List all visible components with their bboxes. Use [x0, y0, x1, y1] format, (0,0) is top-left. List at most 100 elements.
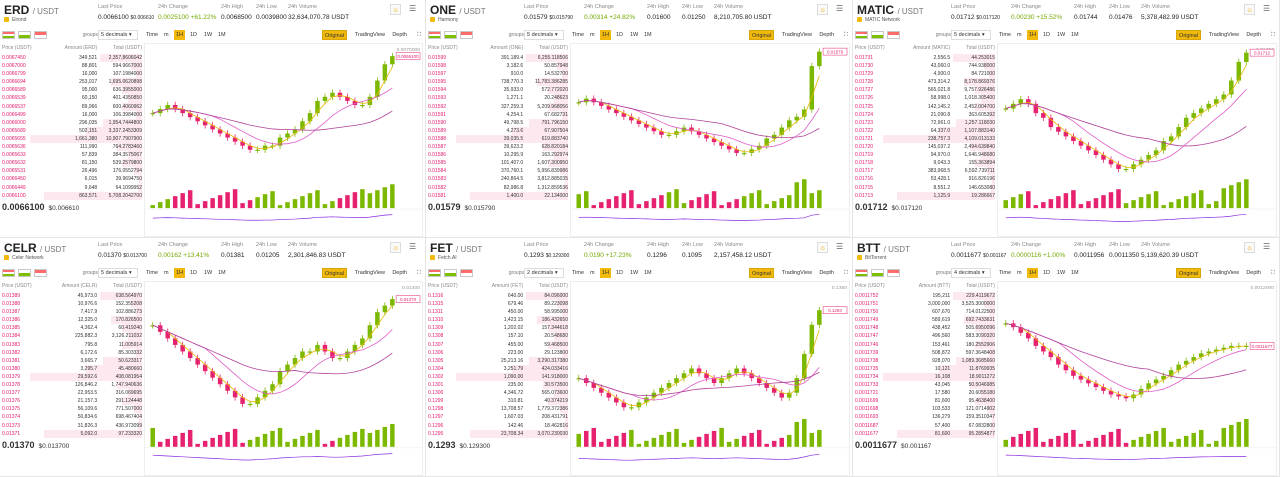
ask-row[interactable]: 0.0011748 438,452 505.6950096 [855, 324, 995, 333]
decimals-select[interactable]: 4 decimals ▾ [951, 268, 991, 278]
ask-row[interactable]: 0.01598 3,182.6 50.857948 [428, 62, 568, 71]
ask-row[interactable]: 0.01717 383,968.5 6,592.739711 [855, 167, 995, 176]
interval-1d-button[interactable]: 1D [616, 270, 624, 276]
candlestick-canvas[interactable]: 0.017500.01712 [997, 43, 1277, 237]
ask-row[interactable]: 0.01386 12,325.0 170.826500 [2, 316, 142, 325]
interval-1d-button[interactable]: 1D [1043, 32, 1051, 38]
sun-icon[interactable]: ☼ [1244, 242, 1255, 253]
fullscreen-icon[interactable]: ⛶ [417, 32, 421, 38]
depth-button[interactable]: Depth [392, 32, 407, 38]
ask-row[interactable]: 0.0066694 253,017 1,695.0620898 [2, 78, 142, 87]
ask-row[interactable]: 0.01380 3,295.7 45.480660 [2, 364, 142, 373]
ask-row[interactable]: 0.0011752 195,211 229.4119672 [855, 292, 995, 301]
ask-row[interactable]: 0.0011721 17,580 20.6055180 [855, 389, 995, 398]
interval-1m-button[interactable]: 1M [1071, 270, 1079, 276]
interval-1h-button[interactable]: 1H [174, 268, 186, 278]
depth-button[interactable]: Depth [1246, 32, 1261, 38]
ask-row[interactable]: 0.0065636 111,990 764.2783460 [2, 143, 142, 152]
book-asks-icon[interactable] [34, 31, 47, 39]
ask-row[interactable]: 0.0067000 88,801 594.9667000 [2, 62, 142, 71]
coin-name[interactable]: BitTorrent [857, 255, 886, 261]
ask-row[interactable]: 0.1297 1,607.03 208.431791 [428, 413, 568, 422]
interval-1h-button[interactable]: 1H [1027, 30, 1039, 40]
original-view-button[interactable]: Original [1176, 30, 1201, 40]
interval-1m-button[interactable]: 1M [644, 270, 652, 276]
ask-row[interactable]: 0.0065531 26,496 176.0552794 [2, 167, 142, 176]
original-view-button[interactable]: Original [1176, 268, 1201, 278]
time-button[interactable]: Time [572, 32, 585, 38]
book-asks-icon[interactable] [887, 31, 900, 39]
book-asks-icon[interactable] [460, 31, 473, 39]
ask-row[interactable]: 0.01388 10,976.6 152.355208 [2, 300, 142, 309]
pair-symbol[interactable]: BTT / USDT [857, 241, 910, 255]
decimals-select[interactable]: 5 decimals ▾ [98, 30, 138, 40]
ask-row[interactable]: 0.0065633 57,839 384.3575067 [2, 151, 142, 160]
tradingview-button[interactable]: TradingView [354, 32, 385, 38]
ask-row[interactable]: 0.0011749 589,619 692.7433631 [855, 316, 995, 325]
time-button[interactable]: Time [999, 32, 1012, 38]
ask-row[interactable]: 0.01594 35,933.0 572.772020 [428, 86, 568, 95]
book-asks-icon[interactable] [34, 269, 47, 277]
ask-row[interactable]: 0.1301 235.00 30.573500 [428, 381, 568, 390]
ask-row[interactable]: 0.01716 53,428.1 916.826196 [855, 175, 995, 184]
book-both-icon[interactable] [855, 31, 868, 39]
candlestick-canvas[interactable]: 0.0012000 0.0011677 [997, 281, 1277, 476]
ask-row[interactable]: 0.01371 5,092.0 97.233320 [2, 429, 142, 438]
ask-row[interactable]: 0.01592 327,259.3 5,209.968056 [428, 102, 568, 111]
decimals-select[interactable]: 5 decimals ▾ [98, 268, 138, 278]
ask-row[interactable]: 0.01723 72,961.0 1,257.118030 [855, 118, 995, 127]
ask-row[interactable]: 0.1309 1,202.02 157.344618 [428, 324, 568, 333]
depth-button[interactable]: Depth [392, 270, 407, 276]
ask-row[interactable]: 0.0065689 502,151 3,337.2453309 [2, 126, 142, 135]
candlestick-canvas[interactable]: 0.0070000 0.0066100 [144, 43, 423, 237]
ask-row[interactable]: 0.01384 225,882.3 3,126.211032 [2, 332, 142, 341]
coin-name[interactable]: MATIC Network [857, 17, 900, 23]
pair-symbol[interactable]: ERD / USDT [4, 3, 59, 17]
ask-row[interactable]: 0.01722 64,337.0 1,107.883140 [855, 126, 995, 135]
decimals-select[interactable]: 2 decimals ▾ [524, 268, 564, 278]
ask-row[interactable]: 0.0066449 9,648 64.1099952 [2, 183, 142, 192]
menu-icon[interactable]: ☰ [409, 4, 417, 13]
tradingview-button[interactable]: TradingView [781, 270, 812, 276]
interval-1w-button[interactable]: 1W [204, 270, 213, 276]
menu-icon[interactable]: ☰ [409, 242, 417, 251]
ask-row[interactable]: 0.01591 4,254.1 67.682731 [428, 110, 568, 119]
ask-row[interactable]: 0.01387 7,417.9 102.886273 [2, 308, 142, 317]
ask-row[interactable]: 0.01728 473,314.2 8,178.869376 [855, 78, 995, 87]
original-view-button[interactable]: Original [322, 268, 347, 278]
book-both-icon[interactable] [855, 269, 868, 277]
ask-row[interactable]: 0.01731 2,556.5 44.253015 [855, 54, 995, 63]
interval-minute-button[interactable]: m [590, 32, 595, 38]
book-asks-icon[interactable] [460, 269, 473, 277]
ask-row[interactable]: 0.01385 4,362.4 60.419240 [2, 324, 142, 333]
ask-row[interactable]: 0.01719 94,970.0 1,646.948680 [855, 151, 995, 160]
ask-row[interactable]: 0.01599 391,189.4 6,255.118506 [428, 54, 568, 63]
ask-row[interactable]: 0.01379 29,592.6 408.081954 [2, 372, 142, 382]
ask-row[interactable]: 0.0066537 89,966 600.4060962 [2, 102, 142, 111]
book-bids-icon[interactable] [871, 31, 884, 39]
interval-1d-button[interactable]: 1D [616, 32, 624, 38]
ask-row[interactable]: 0.01720 145,037.2 2,494.639840 [855, 143, 995, 152]
interval-minute-button[interactable]: m [1017, 270, 1022, 276]
book-asks-icon[interactable] [887, 269, 900, 277]
original-view-button[interactable]: Original [749, 30, 774, 40]
ask-row[interactable]: 0.01729 4,900.0 84.721000 [855, 70, 995, 79]
interval-minute-button[interactable]: m [590, 270, 595, 276]
ask-row[interactable]: 0.01595 738,770.3 11,783.386285 [428, 78, 568, 87]
interval-1m-button[interactable]: 1M [1071, 32, 1079, 38]
ask-row[interactable]: 0.01374 50,834.6 698.467404 [2, 413, 142, 422]
interval-minute-button[interactable]: m [164, 32, 169, 38]
interval-1h-button[interactable]: 1H [174, 30, 186, 40]
ask-row[interactable]: 0.01593 1,271.1 20.248623 [428, 94, 568, 103]
tradingview-button[interactable]: TradingView [781, 32, 812, 38]
ask-row[interactable]: 0.01376 21,157.3 291.124448 [2, 397, 142, 406]
coin-name[interactable]: Celer Network [4, 255, 44, 261]
ask-row[interactable]: 0.01586 10,295.9 163.292974 [428, 151, 568, 160]
ask-row[interactable]: 0.0011687 57,400 67.0832800 [855, 421, 995, 430]
candlestick-canvas[interactable]: 0.016000.01579 [570, 43, 850, 237]
interval-1w-button[interactable]: 1W [1057, 32, 1066, 38]
fullscreen-icon[interactable]: ⛶ [844, 32, 848, 38]
book-bids-icon[interactable] [444, 269, 457, 277]
candlestick-canvas[interactable]: 0.1350 0.1293 [570, 281, 850, 476]
decimals-select[interactable]: 5 decimals ▾ [524, 30, 564, 40]
